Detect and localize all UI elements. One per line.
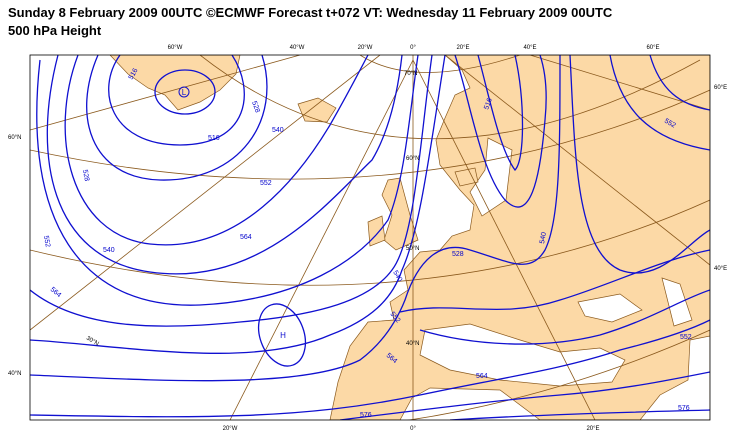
contour-label: 576 bbox=[360, 412, 372, 419]
contour-label: 552 bbox=[680, 334, 692, 341]
contour-label: 528 bbox=[250, 100, 261, 113]
contour-label: 516 bbox=[128, 67, 140, 81]
lon-label: 20°W bbox=[358, 45, 373, 51]
lat-label: 60°E bbox=[714, 85, 727, 91]
lat-label: 60°N bbox=[8, 135, 21, 141]
contour-label: 552 bbox=[42, 235, 51, 248]
contour-label: 516 bbox=[208, 135, 220, 142]
contour-label: 552 bbox=[260, 180, 272, 187]
lon-label: 20°E bbox=[586, 426, 599, 432]
map-frame bbox=[29, 54, 711, 421]
lat-label: 40°N bbox=[406, 341, 419, 347]
high-center: H bbox=[280, 331, 286, 340]
contour-label: 528 bbox=[452, 251, 464, 258]
contour-label: 564 bbox=[240, 234, 252, 241]
lat-label: 40°E bbox=[714, 266, 727, 272]
contour-label: 528 bbox=[81, 169, 90, 182]
contour-label: 540 bbox=[391, 270, 403, 284]
lat-label: 30°N bbox=[85, 336, 100, 348]
low-center: L bbox=[182, 88, 187, 97]
lon-label: 40°W bbox=[290, 45, 305, 51]
title: Sunday 8 February 2009 00UTC ©ECMWF Fore… bbox=[8, 5, 613, 20]
lat-label: 40°N bbox=[8, 371, 21, 377]
lon-label: 40°E bbox=[523, 45, 536, 51]
low-marker bbox=[178, 86, 190, 98]
lat-label: 60°N bbox=[406, 156, 419, 162]
contour-label: 540 bbox=[539, 232, 548, 245]
lon-label: 60°W bbox=[168, 45, 183, 51]
subtitle: 500 hPa Height bbox=[8, 23, 102, 38]
contour-label: 540 bbox=[272, 127, 284, 134]
contour-label: 516 bbox=[483, 97, 494, 110]
lon-label: 20°E bbox=[456, 45, 469, 51]
lon-label: 60°E bbox=[646, 45, 659, 51]
contour-label: 552 bbox=[663, 118, 677, 130]
lon-label: 0° bbox=[410, 45, 416, 51]
lat-label: 50°N bbox=[406, 246, 419, 252]
contour-label: 576 bbox=[678, 405, 690, 412]
lon-label: 0° bbox=[410, 426, 416, 432]
lon-label: 20°W bbox=[223, 426, 238, 432]
contour-label: 564 bbox=[476, 373, 488, 380]
contour-label: 540 bbox=[103, 247, 115, 254]
lat-label: 70°N bbox=[404, 71, 417, 77]
map-body bbox=[30, 55, 710, 420]
